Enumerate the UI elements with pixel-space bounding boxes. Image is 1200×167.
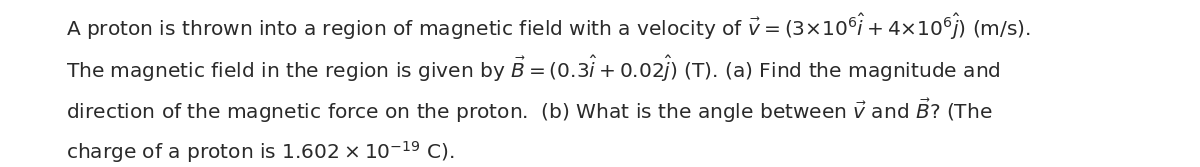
Text: direction of the magnetic force on the proton.  (b) What is the angle between $\: direction of the magnetic force on the p…: [66, 97, 992, 125]
Text: A proton is thrown into a region of magnetic field with a velocity of $\vec{v} =: A proton is thrown into a region of magn…: [66, 12, 1031, 42]
Text: The magnetic field in the region is given by $\vec{B} = (0.3\hat{i}+0.02\hat{j}): The magnetic field in the region is give…: [66, 54, 1001, 84]
Text: charge of a proton is $1.602 \times 10^{-19}$ C).: charge of a proton is $1.602 \times 10^{…: [66, 139, 455, 165]
